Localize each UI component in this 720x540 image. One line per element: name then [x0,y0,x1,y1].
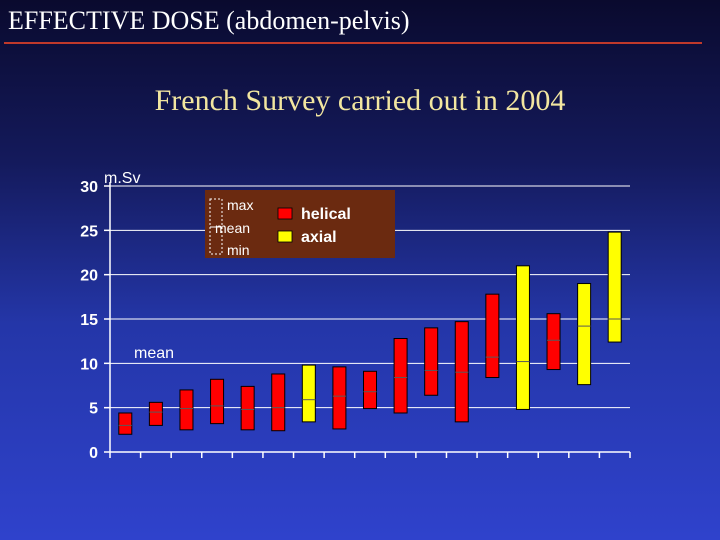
legend-swatch-axial [277,230,293,243]
dose-box-helical [485,293,500,379]
dose-box-helical [118,412,133,435]
mean-annotation: mean [134,345,174,362]
legend-key-min: min [227,242,250,258]
y-axis-label: m.Sv [104,170,140,187]
dose-box-helical [240,385,255,431]
y-tick-label: 0 [89,445,98,462]
y-tick-label: 10 [80,356,98,373]
legend-swatch-helical [277,207,293,220]
chart-legend: max mean min helical axial [205,190,395,258]
legend-box [205,190,395,258]
dose-box-axial [301,364,316,423]
dose-box-helical [546,313,561,371]
y-tick-label: 5 [89,401,98,418]
dose-box-helical [179,389,194,431]
legend-key-max: max [227,197,253,213]
title-divider [4,42,702,44]
dose-box-helical [210,378,225,425]
y-tick-label: 25 [80,223,98,240]
chart-labels: 0 5 10 15 20 25 30 m.Sv mean [80,170,174,462]
y-tick-label: 20 [80,268,98,285]
dose-box-helical [363,370,377,410]
legend-key-mean: mean [215,220,250,236]
y-tick-label: 30 [80,179,98,196]
slide-title: EFFECTIVE DOSE (abdomen-pelvis) [8,6,410,35]
legend-label-helical: helical [301,206,351,223]
dose-box-helical [271,373,286,432]
dose-box-axial [515,265,530,410]
chart-boxes [118,231,622,435]
legend-label-axial: axial [301,229,337,246]
slide-subtitle: French Survey carried out in 2004 [154,84,566,117]
chart-gridlines [110,185,630,409]
dose-box-axial [607,231,622,343]
dose-box-axial [577,283,592,386]
dose-box-helical [424,327,439,396]
dose-box-helical [332,366,347,430]
dose-box-helical [393,338,408,414]
chart-axes [104,182,631,458]
dose-box-helical [148,401,163,426]
y-tick-label: 15 [80,312,98,329]
legend-key-glyph [209,198,223,255]
